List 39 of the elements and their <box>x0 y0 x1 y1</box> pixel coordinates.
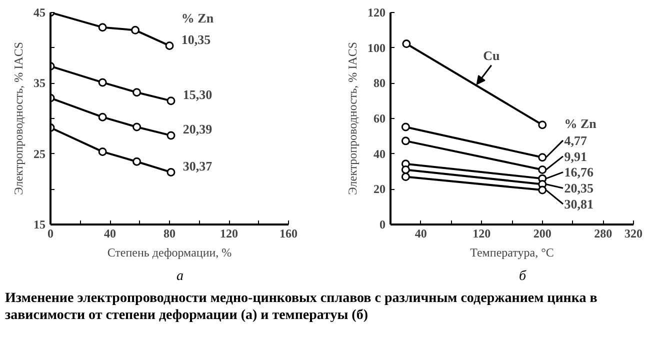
x-tick-label: 120 <box>472 226 491 240</box>
y-tick-label: 100 <box>368 40 386 55</box>
text: а <box>176 268 184 286</box>
y-tick-label: 80 <box>374 76 386 90</box>
legend-label: 20,35 <box>564 180 594 196</box>
legend-title: % Zn <box>181 10 214 26</box>
series-label: 20,39 <box>182 122 213 137</box>
series-label: Cu <box>483 48 500 64</box>
legend-label: 9,91 <box>564 148 587 164</box>
legend-label: 30,81 <box>564 196 594 212</box>
x-tick-label: 40 <box>104 226 116 240</box>
legend-label: 4,77 <box>564 132 588 148</box>
x-tick-label: 200 <box>533 226 552 240</box>
series-label: 10,35 <box>181 32 212 47</box>
y-tick-label: 25 <box>34 146 46 161</box>
y-tick-label: 15 <box>34 218 46 232</box>
x-tick-label: 120 <box>220 226 238 240</box>
legend-title: % Zn <box>564 116 598 131</box>
x-tick-label: 280 <box>594 226 612 240</box>
y-tick-label: 0 <box>380 218 386 232</box>
x-tick-label: 320 <box>624 226 642 240</box>
x-tick-label: 80 <box>164 226 176 240</box>
text: б <box>518 268 526 286</box>
x-axis-title: Степень деформации, % <box>107 246 232 260</box>
y-axis-title: Электропроводность, % IACS <box>346 42 360 196</box>
y-tick-label: 20 <box>374 182 386 196</box>
y-tick-label: 45 <box>34 6 46 20</box>
series-label: 30,37 <box>182 158 213 174</box>
y-tick-label: 120 <box>368 6 386 20</box>
y-tick-label: 60 <box>374 112 386 126</box>
y-axis-title: Электропроводность, % IACS <box>12 42 26 196</box>
x-tick-label: 40 <box>414 226 427 240</box>
y-tick-label: 40 <box>374 146 386 161</box>
x-tick-label: 160 <box>280 226 298 240</box>
series-label: 15,30 <box>182 86 212 102</box>
text: Изменение электропроводности медно-цинковых сплавов с различным содержанием цинка в зависимости от степени деформации (а) и температуы (б) <box>5 291 598 325</box>
x-axis-title: Температура, °C <box>470 246 554 260</box>
legend-label: 16,76 <box>564 164 594 180</box>
y-tick-label: 35 <box>34 76 46 90</box>
